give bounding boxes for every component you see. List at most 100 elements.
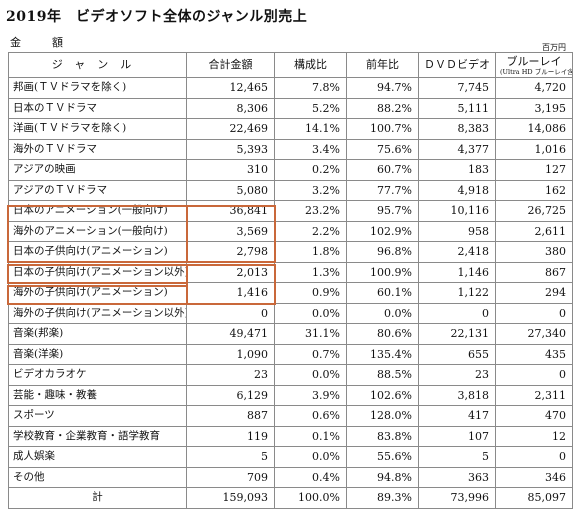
cell-bd: 470 [495,405,573,427]
cell-yoy: 128.0% [346,405,419,427]
cell-dvd: 10,116 [418,200,496,222]
table-row: 海外のアニメーション(一般向け) 3,569 2.2% 102.9% 958 2,611 [8,220,573,242]
cell-share: 7.8% [274,77,347,99]
cell-bd: 294 [495,282,573,304]
cell-dvd: 5,111 [418,97,496,119]
cell-genre: 音楽(洋楽) [8,343,187,365]
cell-yoy: 135.4% [346,343,419,365]
cell-share: 0.6% [274,405,347,427]
table-row: 音楽(洋楽) 1,090 0.7% 135.4% 655 435 [8,343,573,365]
table-row: アジアのＴＶドラマ 5,080 3.2% 77.7% 4,918 162 [8,179,573,201]
cell-total: 5,393 [186,138,275,160]
table-row: 海外の子供向け(アニメーション) 1,416 0.9% 60.1% 1,122 294 [8,282,573,304]
cell-bd: 127 [495,159,573,181]
cell-dvd: 22,131 [418,323,496,345]
cell-bd: 3,195 [495,97,573,119]
cell-share: 1.8% [274,241,347,263]
cell-yoy: 75.6% [346,138,419,160]
table-row: 日本の子供向け(アニメーション) 2,798 1.8% 96.8% 2,418 380 [8,241,573,263]
total-cell-share: 100.0% [274,487,347,509]
cell-dvd: 655 [418,343,496,365]
cell-bd: 2,611 [495,220,573,242]
table-row: アジアの映画 310 0.2% 60.7% 183 127 [8,159,573,181]
cell-total: 8,306 [186,97,275,119]
table-row: その他 709 0.4% 94.8% 363 346 [8,466,573,488]
cell-genre: ビデオカラオケ [8,364,187,386]
cell-yoy: 60.1% [346,282,419,304]
cell-total: 1,090 [186,343,275,365]
cell-total: 310 [186,159,275,181]
table-row: 音楽(邦楽) 49,471 31.1% 80.6% 22,131 27,340 [8,323,573,345]
cell-share: 0.2% [274,159,347,181]
header-yoy: 前年比 [346,52,419,78]
cell-share: 2.2% [274,220,347,242]
cell-share: 5.2% [274,97,347,119]
cell-bd: 0 [495,364,573,386]
cell-share: 3.2% [274,179,347,201]
cell-dvd: 0 [418,302,496,324]
total-cell-total: 159,093 [186,487,275,509]
total-row: 計 159,093 100.0% 89.3% 73,996 85,097 [8,487,573,509]
cell-genre: 芸能・趣味・教養 [8,384,187,406]
cell-share: 1.3% [274,261,347,283]
cell-yoy: 80.6% [346,323,419,345]
cell-dvd: 183 [418,159,496,181]
table-row: 邦画(ＴＶドラマを除く) 12,465 7.8% 94.7% 7,745 4,720 [8,77,573,99]
total-cell-genre: 計 [8,487,187,509]
cell-share: 0.0% [274,364,347,386]
cell-share: 0.0% [274,446,347,468]
cell-bd: 0 [495,446,573,468]
cell-share: 31.1% [274,323,347,345]
cell-bd: 12 [495,425,573,447]
cell-total: 49,471 [186,323,275,345]
cell-dvd: 23 [418,364,496,386]
cell-total: 2,798 [186,241,275,263]
cell-genre: 海外のＴＶドラマ [8,138,187,160]
cell-total: 2,013 [186,261,275,283]
cell-genre: 日本の子供向け(アニメーション) [8,241,187,263]
cell-genre: アジアの映画 [8,159,187,181]
unit-label: 百万円 [542,43,566,52]
cell-yoy: 77.7% [346,179,419,201]
total-cell-bd: 85,097 [495,487,573,509]
amount-label: 金 額 [10,36,73,49]
cell-dvd: 363 [418,466,496,488]
table-row: スポーツ 887 0.6% 128.0% 417 470 [8,405,573,427]
cell-genre: 日本の子供向け(アニメーション以外) [8,261,187,283]
cell-yoy: 102.6% [346,384,419,406]
cell-bd: 26,725 [495,200,573,222]
cell-total: 36,841 [186,200,275,222]
cell-total: 23 [186,364,275,386]
cell-share: 0.7% [274,343,347,365]
cell-genre: 海外の子供向け(アニメーション) [8,282,187,304]
cell-yoy: 100.7% [346,118,419,140]
cell-yoy: 94.8% [346,466,419,488]
cell-total: 6,129 [186,384,275,406]
cell-total: 709 [186,466,275,488]
table-row: 芸能・趣味・教養 6,129 3.9% 102.6% 3,818 2,311 [8,384,573,406]
table-row: 海外のＴＶドラマ 5,393 3.4% 75.6% 4,377 1,016 [8,138,573,160]
table-header-row: ジャンル 合計金額 構成比 前年比 ＤＶＤビデオ ブルーレイ (Ultra HD… [8,52,573,78]
cell-dvd: 107 [418,425,496,447]
cell-total: 12,465 [186,77,275,99]
total-cell-dvd: 73,996 [418,487,496,509]
sales-table: ジャンル 合計金額 構成比 前年比 ＤＶＤビデオ ブルーレイ (Ultra HD… [8,52,573,509]
cell-dvd: 4,918 [418,179,496,201]
cell-yoy: 0.0% [346,302,419,324]
header-total: 合計金額 [186,52,275,78]
cell-genre: アジアのＴＶドラマ [8,179,187,201]
cell-bd: 380 [495,241,573,263]
cell-dvd: 2,418 [418,241,496,263]
cell-bd: 4,720 [495,77,573,99]
cell-total: 1,416 [186,282,275,304]
cell-bd: 27,340 [495,323,573,345]
header-bd-note: (Ultra HD ブルーレイ含) [500,67,573,76]
table-row: 日本のＴＶドラマ 8,306 5.2% 88.2% 5,111 3,195 [8,97,573,119]
cell-dvd: 4,377 [418,138,496,160]
header-bd: ブルーレイ (Ultra HD ブルーレイ含) [495,52,573,78]
cell-yoy: 55.6% [346,446,419,468]
cell-genre: 洋画(ＴＶドラマを除く) [8,118,187,140]
header-bd-label: ブルーレイ [506,54,562,68]
header-dvd: ＤＶＤビデオ [418,52,496,78]
cell-total: 5 [186,446,275,468]
